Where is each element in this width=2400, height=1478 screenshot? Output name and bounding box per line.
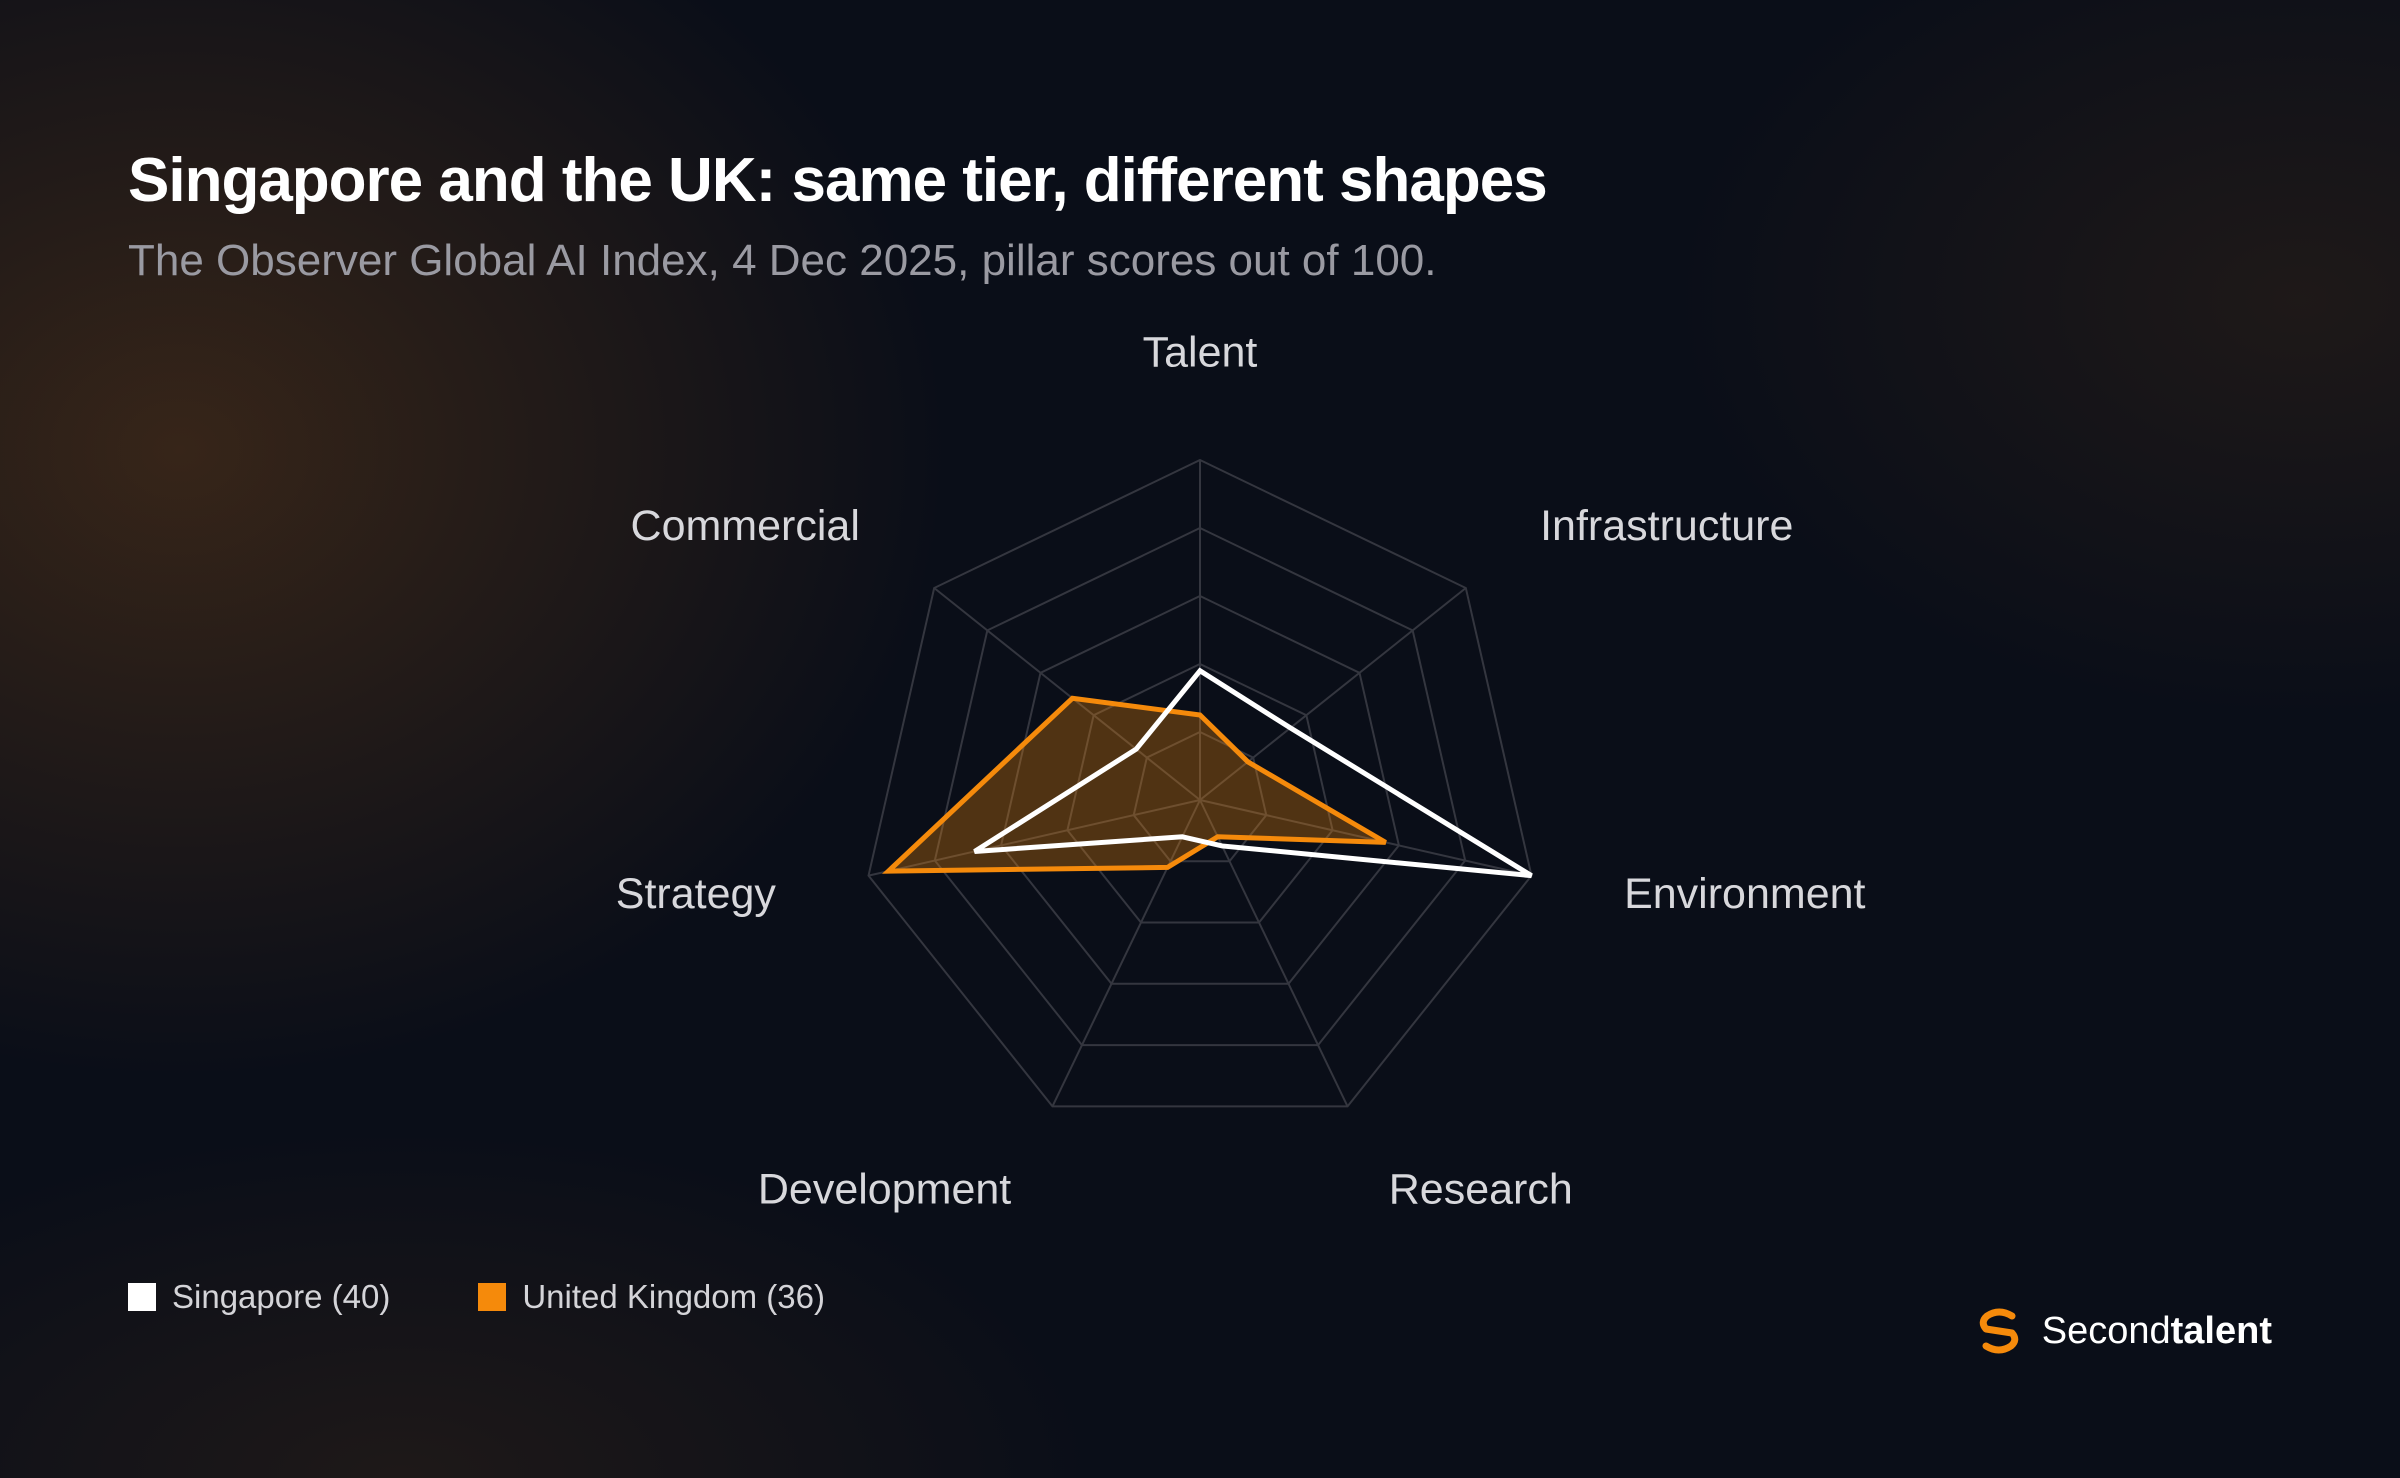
axis-label-infrastructure: Infrastructure: [1540, 502, 1793, 550]
spoke-infrastructure: [1199, 587, 1467, 801]
axis-label-development: Development: [758, 1165, 1011, 1213]
spoke-strategy: [868, 799, 1201, 877]
spoke-research: [1199, 799, 1349, 1107]
grid-ring-80: [933, 526, 1467, 1047]
brand-name: Secondtalent: [2042, 1310, 2272, 1353]
axis-label-strategy: Strategy: [616, 870, 777, 918]
legend-item-united-kingdom: United Kingdom (36): [478, 1278, 825, 1316]
spoke-environment: [1199, 799, 1532, 877]
grid-ring-40: [1066, 662, 1334, 924]
spoke-development: [1051, 799, 1201, 1107]
axis-label-talent: Talent: [1143, 328, 1258, 376]
legend: Singapore (40) United Kingdom (36): [128, 1278, 825, 1316]
radar-axis-labels: Talent Infrastructure Environment Research D…: [616, 328, 1866, 1213]
grid-ring-100: [867, 458, 1533, 1108]
secondtalent-logo-icon: [1979, 1308, 2018, 1354]
radar-grid: [867, 458, 1533, 1108]
series-united-kingdom-36: [882, 695, 1387, 874]
brand-name-second: talent: [2170, 1309, 2272, 1352]
axis-label-commercial: Commercial: [631, 502, 860, 550]
chart-title: Singapore and the UK: same tier, differe…: [128, 146, 1548, 215]
legend-swatch-singapore: [128, 1283, 156, 1311]
chart-subtitle: The Observer Global AI Index, 4 Dec 2025…: [128, 236, 1437, 285]
axis-label-research: Research: [1389, 1165, 1573, 1213]
brand-logo: Secondtalent: [1974, 1306, 2272, 1356]
legend-item-singapore: Singapore (40): [128, 1278, 390, 1316]
brand-name-first: Second: [2041, 1309, 2171, 1352]
spoke-commercial: [933, 587, 1201, 801]
legend-swatch-united-kingdom: [478, 1283, 507, 1311]
legend-label-united-kingdom: United Kingdom (36): [522, 1278, 825, 1315]
grid-ring-60: [1000, 594, 1400, 985]
series-singapore-40: [973, 667, 1533, 879]
legend-label-singapore: Singapore (40): [172, 1278, 391, 1315]
axis-label-environment: Environment: [1624, 870, 1865, 918]
radar-series: [882, 667, 1533, 879]
